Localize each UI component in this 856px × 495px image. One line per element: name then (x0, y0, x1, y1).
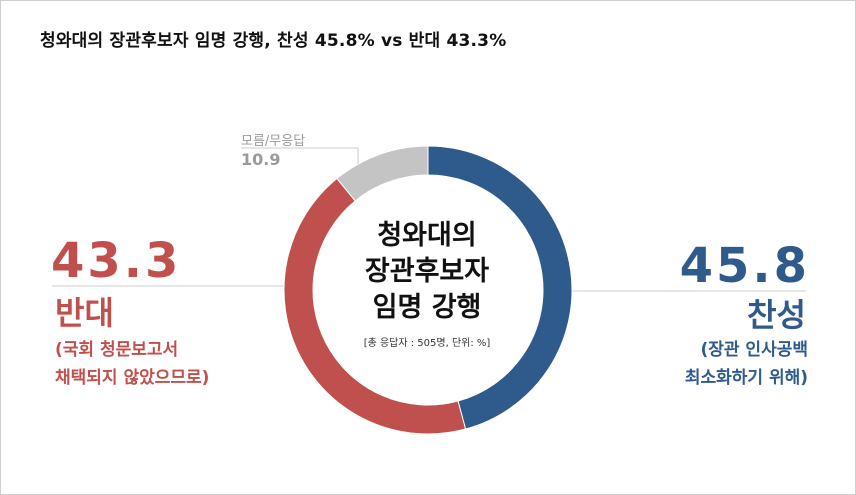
respondent-note: [총 응답자 : 505명, 단위: %] (363, 338, 491, 349)
slice-sub-oppose: (국회 청문보고서 채택되지 않았으므로) (55, 336, 209, 392)
slice-label-dontknow: 모름/무응답 (241, 134, 306, 149)
center-text-line1: 청와대의 (377, 220, 477, 251)
slice-value-favor: 45.8 (679, 238, 810, 294)
chart-title: 청와대의 장관후보자 임명 강행, 찬성 45.8% vs 반대 43.3% (40, 31, 507, 51)
center-text-line2: 장관후보자 (364, 256, 490, 287)
donut-slices (283, 145, 573, 435)
slice-sub-favor-line2: 최소화하기 위해) (684, 368, 808, 388)
slice-value-dontknow: 10.9 (241, 150, 281, 169)
slice-value-oppose: 43.3 (51, 233, 182, 289)
slice-sub-favor: (장관 인사공백 최소화하기 위해) (685, 336, 808, 392)
slice-sub-favor-line1: (장관 인사공백 (700, 340, 808, 360)
slice-label-favor: 찬성 (747, 296, 806, 334)
donut-center: 청와대의 장관후보자 임명 강행 [총 응답자 : 505명, 단위: %] (327, 218, 527, 349)
center-text-line3: 임명 강행 (372, 292, 482, 323)
slice-label-oppose: 반대 (55, 294, 114, 332)
slice-dontknow (336, 145, 429, 202)
slice-sub-oppose-line1: (국회 청문보고서 (55, 340, 179, 360)
slice-sub-oppose-line2: 채택되지 않았으므로) (55, 368, 210, 388)
